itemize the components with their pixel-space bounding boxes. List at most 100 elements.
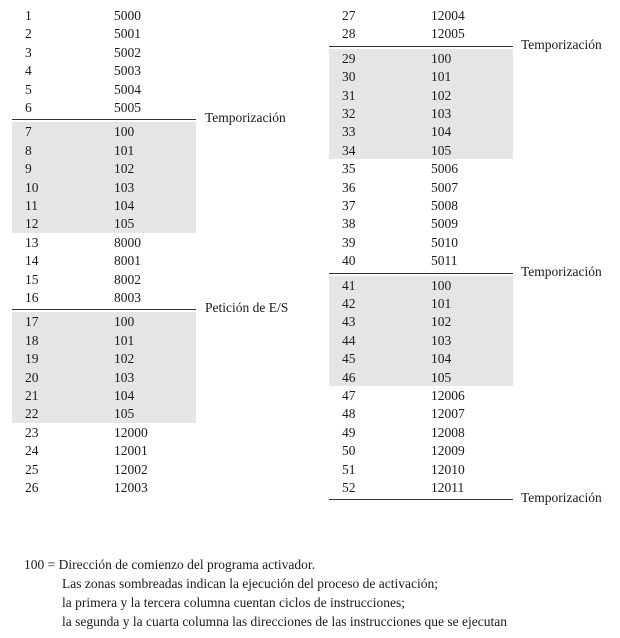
instruction-address: 12001	[114, 443, 148, 459]
instruction-address: 5002	[114, 44, 141, 60]
instruction-address: 103	[114, 179, 135, 195]
cycle-number: 48	[342, 406, 356, 422]
instruction-address: 12000	[114, 424, 148, 440]
cycle-number: 37	[342, 198, 356, 213]
instruction-address: 12005	[431, 26, 465, 42]
cycle-number: 26	[25, 480, 39, 495]
instruction-address: 5011	[431, 253, 458, 269]
instruction-address: 105	[114, 216, 135, 232]
cycle-number: 7	[25, 124, 32, 140]
cycle-number: 6	[25, 100, 32, 115]
instruction-address: 5010	[431, 234, 458, 250]
instruction-address: 104	[114, 388, 135, 403]
shaded-activation-block	[12, 122, 196, 233]
instruction-address: 5001	[114, 26, 141, 42]
cycle-number: 15	[25, 271, 39, 287]
interrupt-divider-line	[329, 499, 513, 501]
interrupt-label: Temporización	[521, 36, 602, 52]
footnote-definition: 100 = Dirección de comienzo del programa…	[24, 557, 316, 572]
instruction-address: 105	[431, 142, 452, 158]
interrupt-label: Temporización	[521, 490, 602, 506]
instruction-address: 12009	[431, 443, 465, 459]
cycle-number: 38	[342, 216, 356, 232]
instruction-address: 104	[431, 351, 452, 367]
cycle-number: 3	[25, 44, 32, 60]
shaded-activation-block	[329, 48, 513, 160]
cycle-number: 36	[342, 179, 356, 195]
instruction-address: 100	[114, 124, 135, 140]
cycle-number: 4	[25, 63, 32, 79]
instruction-address: 12010	[431, 461, 465, 477]
instruction-address: 8000	[114, 234, 141, 250]
instruction-address: 100	[431, 277, 452, 293]
interrupt-label: Temporización	[521, 263, 602, 279]
cycle-number: 27	[342, 8, 356, 23]
instruction-address: 103	[431, 106, 452, 121]
instruction-address: 8002	[114, 271, 141, 287]
cycle-number: 29	[342, 50, 356, 66]
cycle-number: 23	[25, 424, 39, 440]
instruction-address: 104	[114, 198, 135, 213]
instruction-address: 103	[431, 332, 452, 348]
instruction-address: 5009	[431, 216, 458, 232]
cycle-number: 33	[342, 124, 356, 140]
cycle-number: 51	[342, 461, 356, 477]
cycle-number: 32	[342, 106, 356, 121]
cycle-number: 24	[25, 443, 39, 459]
instruction-address: 100	[431, 50, 452, 66]
instruction-address: 8003	[114, 290, 141, 305]
cycle-number: 46	[342, 369, 356, 385]
instruction-address: 103	[114, 369, 135, 385]
cycle-number: 40	[342, 253, 356, 269]
cycle-number: 13	[25, 234, 39, 250]
interrupt-divider-line	[12, 309, 196, 311]
instruction-address: 12011	[431, 480, 465, 495]
instruction-address: 102	[114, 161, 135, 177]
cycle-number: 31	[342, 87, 356, 103]
shaded-activation-block	[12, 312, 196, 423]
instruction-address: 8001	[114, 253, 141, 269]
cycle-number: 11	[25, 198, 38, 213]
cycle-number: 10	[25, 179, 39, 195]
instruction-address: 101	[431, 296, 452, 311]
cycle-number: 50	[342, 443, 356, 459]
instruction-address: 5004	[114, 81, 141, 97]
cycle-number: 52	[342, 480, 356, 495]
instruction-address: 102	[114, 351, 135, 367]
cycle-number: 21	[25, 388, 39, 403]
cycle-number: 9	[25, 161, 32, 177]
interrupt-divider-line	[329, 45, 513, 47]
instruction-address: 102	[431, 87, 452, 103]
instruction-address: 101	[114, 332, 135, 348]
cycle-number: 30	[342, 69, 356, 85]
cycle-number: 22	[25, 406, 39, 422]
interrupt-label: Temporización	[205, 110, 286, 126]
cycle-number: 18	[25, 332, 39, 348]
footnote-line: la segunda y la cuarta columna las direc…	[62, 614, 507, 629]
instruction-address: 12006	[431, 388, 465, 403]
cycle-number: 41	[342, 277, 356, 293]
cycle-number: 39	[342, 234, 356, 250]
footnote-line: Las zonas sombreadas indican la ejecució…	[62, 576, 438, 591]
instruction-address: 101	[114, 142, 135, 158]
instruction-address: 101	[431, 69, 452, 85]
instruction-address: 104	[431, 124, 452, 140]
cycle-number: 42	[342, 296, 356, 311]
instruction-address: 5008	[431, 198, 458, 213]
cycle-number: 44	[342, 332, 356, 348]
cycle-number: 20	[25, 369, 39, 385]
instruction-address: 102	[431, 314, 452, 330]
instruction-address: 5003	[114, 63, 141, 79]
shaded-activation-block	[329, 275, 513, 386]
cycle-number: 16	[25, 290, 39, 305]
cycle-number: 12	[25, 216, 39, 232]
instruction-address: 105	[431, 369, 452, 385]
cycle-number: 49	[342, 424, 356, 440]
cycle-number: 8	[25, 142, 32, 158]
cycle-number: 17	[25, 314, 39, 330]
instruction-address: 5005	[114, 100, 141, 115]
instruction-address: 12002	[114, 461, 148, 477]
instruction-address: 100	[114, 314, 135, 330]
instruction-address: 12007	[431, 406, 465, 422]
interrupt-divider-line	[12, 119, 196, 121]
